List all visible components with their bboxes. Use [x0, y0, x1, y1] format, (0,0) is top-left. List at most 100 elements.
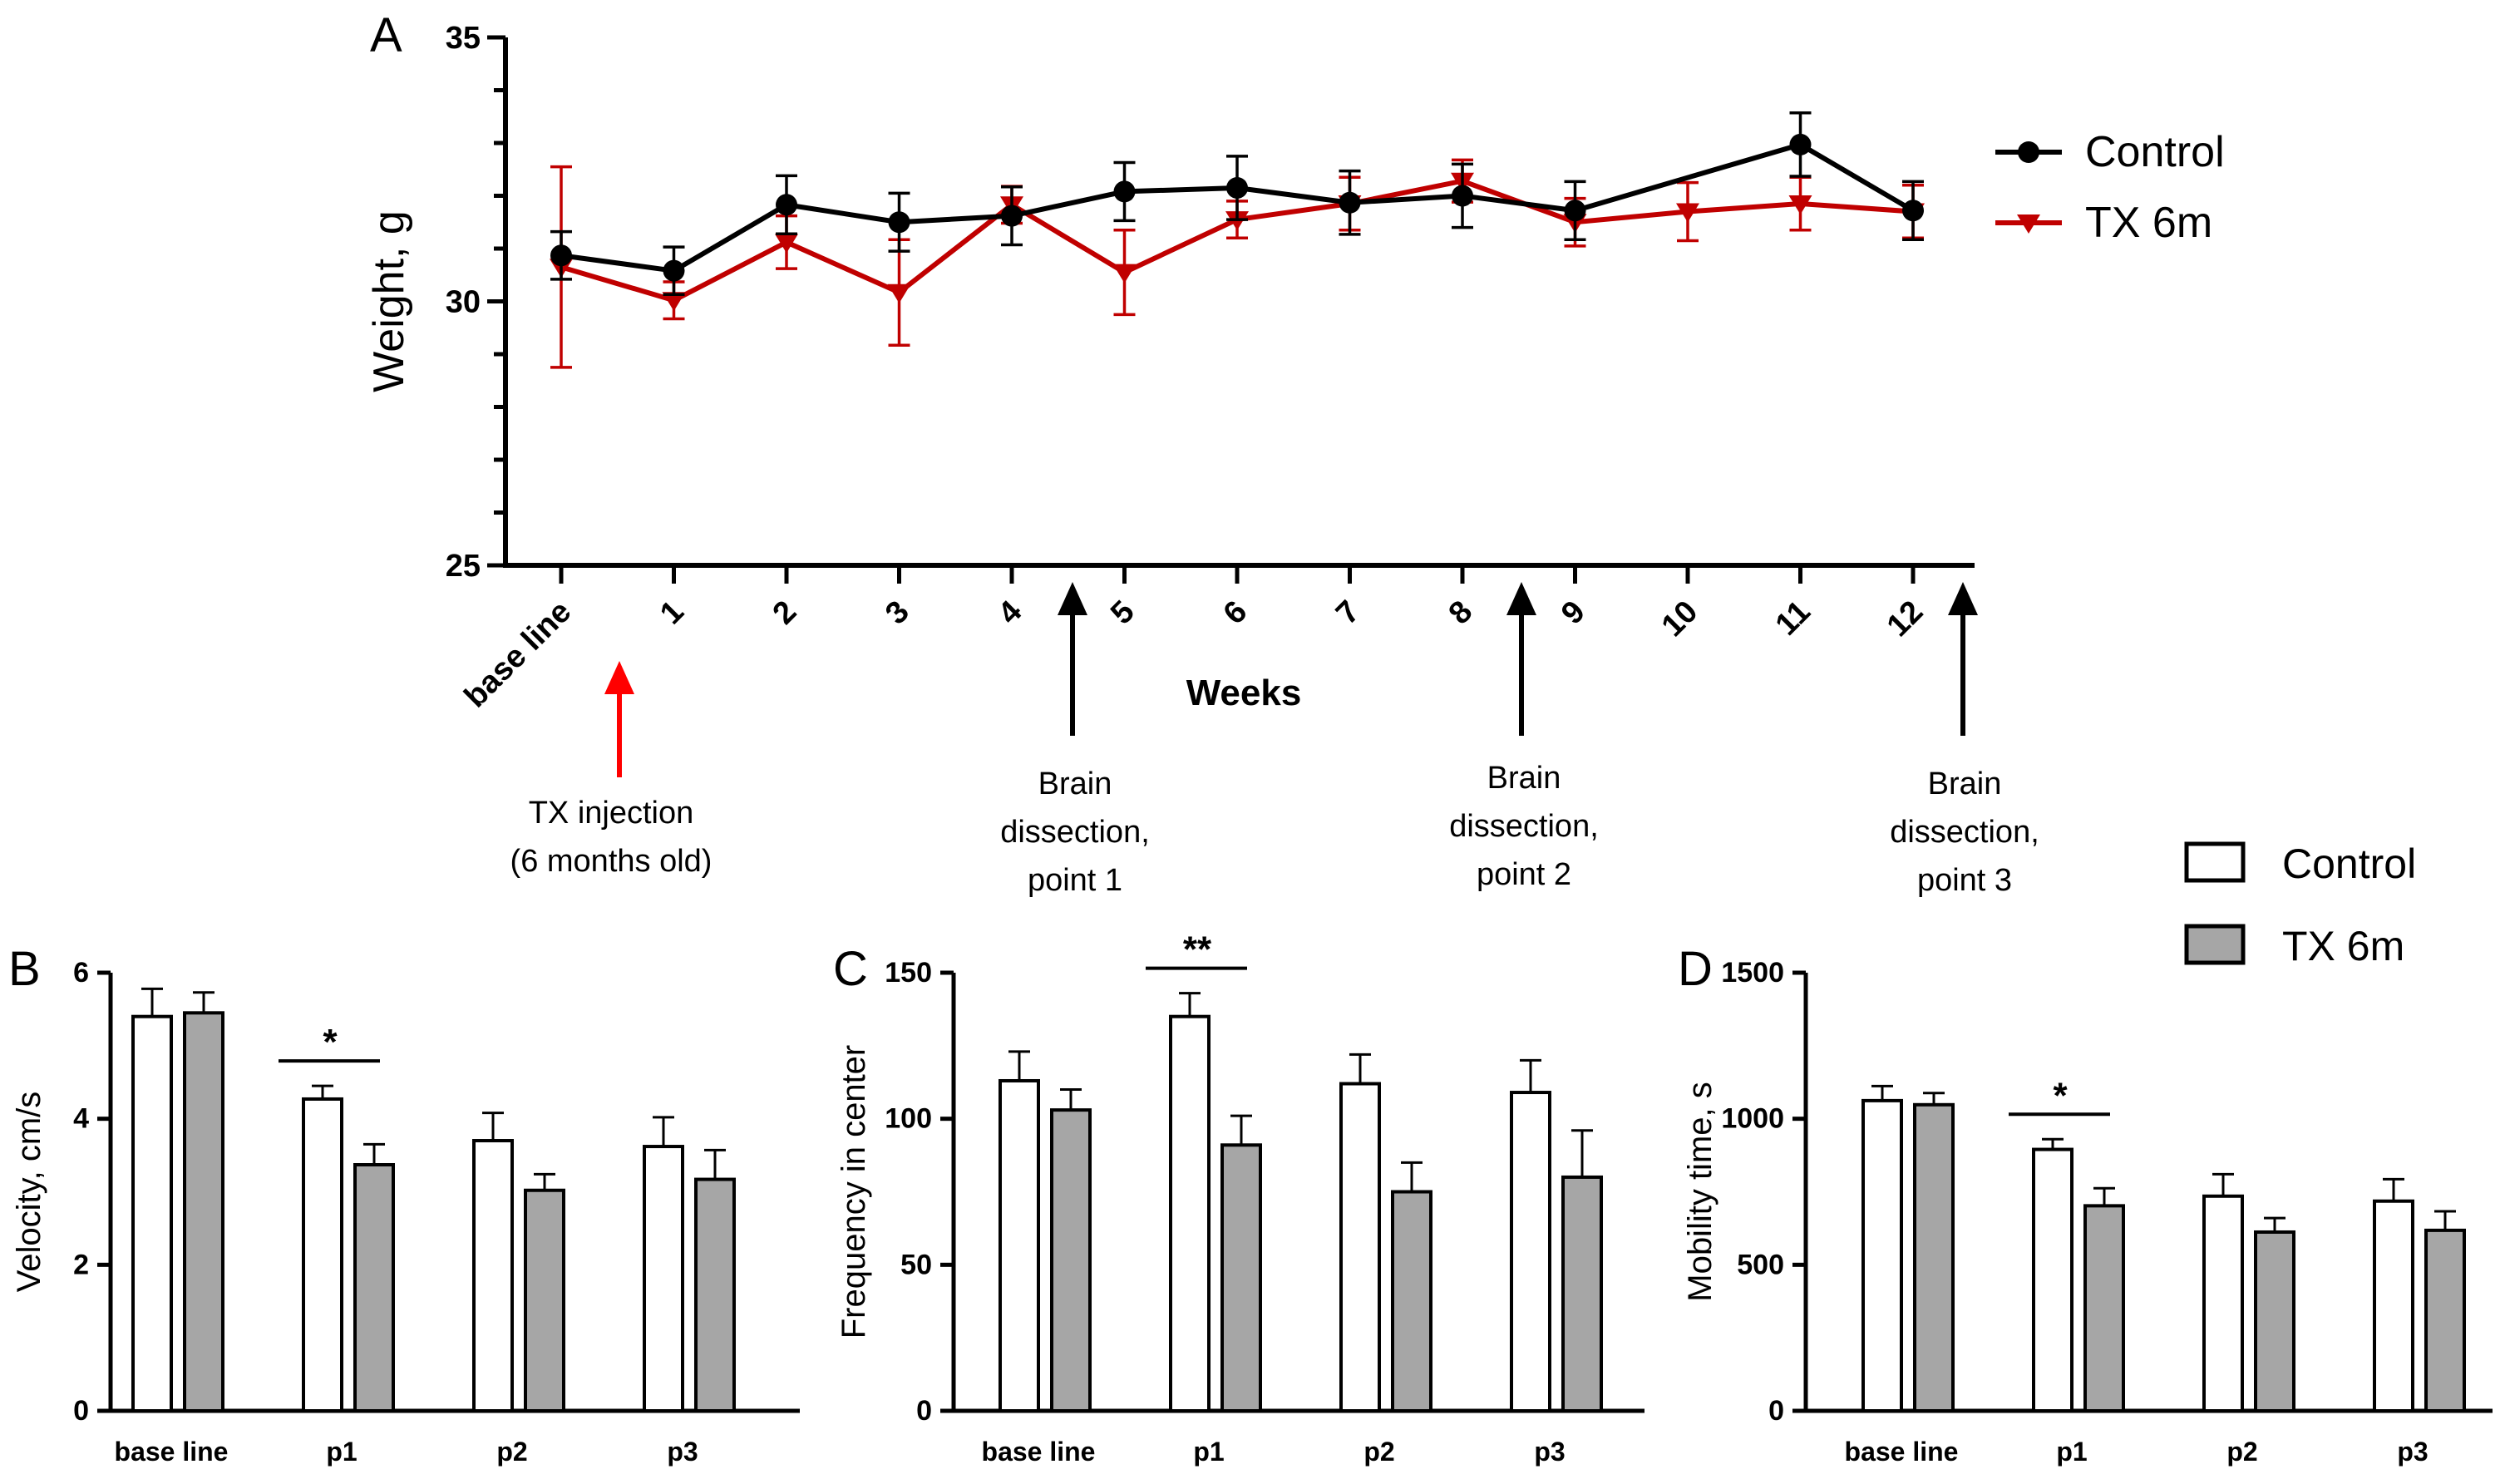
data-point-control — [888, 211, 910, 234]
x-tick-label: p2 — [1363, 1437, 1394, 1467]
data-point-control — [1789, 133, 1812, 155]
y-axis-title: Velocity, cm/s — [11, 1092, 47, 1293]
legend-swatch-tx — [2184, 924, 2246, 965]
bar-control — [999, 1078, 1040, 1413]
x-tick-label: 1 — [653, 594, 691, 632]
annotation-label-line: point 1 — [1028, 863, 1122, 898]
panel-b-bar-chart: 0 2 4 6 Velocity, cm/s base line p1 p2 p3 * — [11, 957, 800, 1467]
data-point-control — [1564, 200, 1586, 222]
x-tick-label: p3 — [667, 1437, 698, 1467]
y-tick-label: 1500 — [1721, 957, 1784, 989]
annotation-label-line: dissection, — [1890, 815, 2039, 850]
bar-tx — [2424, 1228, 2466, 1413]
annotation-label: Brain dissection, point 1 — [1000, 767, 1150, 898]
annotation-arrow-head — [1506, 582, 1536, 615]
x-tick-label: base line — [1845, 1437, 1959, 1467]
x-tick-label: p1 — [2056, 1437, 2087, 1467]
significance-marker: * — [2053, 1075, 2068, 1116]
data-point-tx — [1788, 195, 1812, 215]
data-point-tx — [887, 283, 911, 303]
x-tick-label: 2 — [767, 594, 804, 632]
significance-marker: ** — [1183, 929, 1212, 970]
x-tick-label: p3 — [1534, 1437, 1565, 1467]
x-tick-label: 5 — [1104, 594, 1142, 632]
bar-control — [302, 1097, 343, 1413]
y-tick-label: 1000 — [1721, 1103, 1784, 1135]
x-tick-label: 7 — [1329, 594, 1367, 632]
x-tick-label: 8 — [1442, 594, 1480, 632]
y-tick-label: 30 — [446, 285, 481, 320]
legend-swatch-control — [2184, 841, 2246, 883]
annotation-label-line: point 2 — [1477, 857, 1571, 892]
y-tick-label: 100 — [885, 1103, 932, 1135]
y-tick-label: 0 — [916, 1395, 932, 1427]
bar-control — [2032, 1147, 2073, 1413]
x-tick-label: 12 — [1881, 594, 1930, 644]
bar-tx — [1561, 1175, 1603, 1413]
x-tick-label: p2 — [2226, 1437, 2257, 1467]
x-tick-label: p1 — [326, 1437, 357, 1467]
annotation-arrow-head — [1948, 582, 1978, 615]
y-tick-label: 4 — [73, 1103, 89, 1135]
x-tick-label: 9 — [1555, 594, 1592, 632]
bar-control — [1169, 1014, 1211, 1413]
annotation-arrow-head — [604, 661, 634, 694]
bar-tx — [2083, 1204, 2125, 1413]
x-axis-title: Weeks — [1186, 673, 1302, 713]
y-tick-label: 2 — [73, 1249, 89, 1280]
bar-control — [472, 1139, 514, 1413]
bar-control — [131, 1014, 173, 1413]
data-point-control — [1902, 200, 1924, 222]
y-axis-title: Frequency in center — [836, 1045, 872, 1339]
bar-tx — [1391, 1190, 1432, 1413]
bar-tx — [1913, 1102, 1955, 1413]
y-tick-label: 0 — [73, 1395, 89, 1427]
bar-control — [2373, 1199, 2414, 1413]
bar-control — [2202, 1194, 2244, 1413]
annotation-label-line: Brain — [1487, 761, 1561, 796]
bar-control — [1339, 1082, 1381, 1413]
annotation-label: Brain dissection, point 3 — [1890, 767, 2039, 898]
y-tick-label: 6 — [73, 957, 89, 989]
annotation-label-line: Brain — [1928, 767, 2002, 801]
significance-marker: * — [323, 1022, 338, 1062]
panel-letter-c: C — [833, 942, 868, 996]
panel-letter-b: B — [8, 942, 41, 996]
legend-label: TX 6m — [2282, 923, 2404, 969]
y-tick-label: 25 — [446, 549, 481, 584]
annotation-label-line: Brain — [1038, 767, 1112, 801]
data-point-control — [550, 244, 572, 267]
bar-tx — [1050, 1108, 1092, 1413]
y-tick-label: 0 — [1768, 1395, 1784, 1427]
x-tick-label: base line — [115, 1437, 229, 1467]
bar-tx — [1220, 1143, 1262, 1413]
bar-control — [1510, 1091, 1551, 1413]
data-point-control — [1452, 185, 1473, 207]
y-axis-title: Weight, g — [365, 210, 413, 392]
series-line-control — [560, 141, 1915, 274]
x-tick-label: 11 — [1769, 594, 1817, 643]
legend-marker-control — [2018, 141, 2039, 163]
data-point-control — [1113, 180, 1136, 203]
data-point-control — [1001, 205, 1023, 227]
legend-marker-tx — [2017, 214, 2040, 234]
x-tick-label: 6 — [1217, 594, 1255, 632]
data-point-control — [1226, 176, 1248, 199]
bar-tx — [2254, 1230, 2295, 1413]
bar-tx — [353, 1163, 395, 1413]
bar-legend: Control TX 6m — [2184, 841, 2416, 969]
y-tick-label: 150 — [885, 957, 932, 989]
x-tick-label: p3 — [2397, 1437, 2428, 1467]
y-tick-label: 50 — [900, 1249, 932, 1280]
x-tick-label: 4 — [992, 594, 1029, 632]
data-point-control — [776, 194, 797, 216]
annotation-arrow-head — [1058, 582, 1087, 615]
bar-tx — [524, 1188, 565, 1413]
legend-label: Control — [2085, 128, 2225, 176]
legend-label: TX 6m — [2085, 199, 2212, 247]
y-tick-label: 35 — [446, 21, 481, 56]
bar-control — [1861, 1098, 1903, 1413]
data-point-tx — [775, 234, 798, 254]
